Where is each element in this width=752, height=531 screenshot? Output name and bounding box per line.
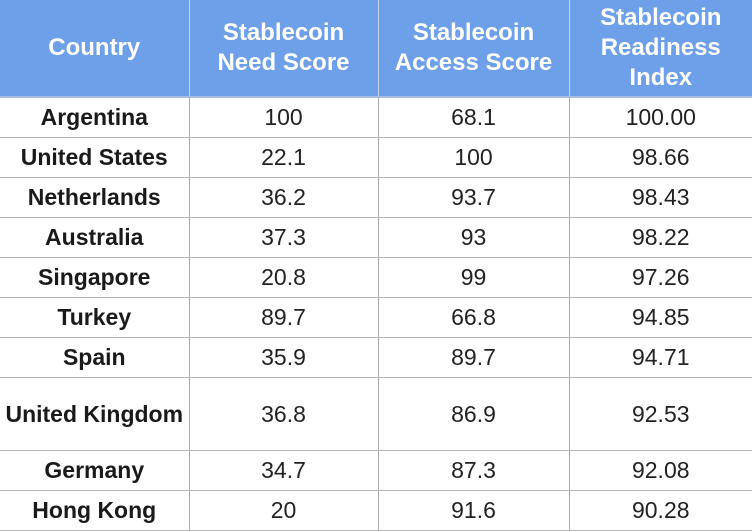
table-row: Singapore 20.8 99 97.26: [0, 257, 752, 298]
country-cell: Turkey: [0, 297, 190, 338]
readiness-index-cell: 98.66: [569, 137, 752, 178]
access-score-cell: 93.7: [378, 177, 570, 218]
need-score-cell: 36.2: [189, 177, 379, 218]
country-cell: Spain: [0, 337, 190, 378]
country-cell: United Kingdom: [0, 377, 190, 451]
table-row: Spain 35.9 89.7 94.71: [0, 337, 752, 378]
access-score-cell: 86.9: [378, 377, 570, 451]
readiness-index-cell: 94.71: [569, 337, 752, 378]
need-score-cell: 37.3: [189, 217, 379, 258]
header-readiness-index: Stablecoin Readiness Index: [569, 0, 752, 98]
table-row: United States 22.1 100 98.66: [0, 137, 752, 178]
need-score-cell: 89.7: [189, 297, 379, 338]
access-score-cell: 68.1: [378, 97, 570, 138]
need-score-cell: 34.7: [189, 450, 379, 491]
table-body: Argentina 100 68.1 100.00 United States …: [0, 97, 752, 531]
table-row: Hong Kong 20 91.6 90.28: [0, 490, 752, 531]
access-score-cell: 89.7: [378, 337, 570, 378]
access-score-cell: 87.3: [378, 450, 570, 491]
readiness-index-cell: 100.00: [569, 97, 752, 138]
access-score-cell: 100: [378, 137, 570, 178]
readiness-index-cell: 92.08: [569, 450, 752, 491]
table-row: Germany 34.7 87.3 92.08: [0, 450, 752, 491]
need-score-cell: 36.8: [189, 377, 379, 451]
readiness-index-cell: 98.43: [569, 177, 752, 218]
table-header: Country Stablecoin Need Score Stablecoin…: [0, 0, 752, 98]
country-cell: United States: [0, 137, 190, 178]
need-score-cell: 20.8: [189, 257, 379, 298]
need-score-cell: 22.1: [189, 137, 379, 178]
access-score-cell: 93: [378, 217, 570, 258]
access-score-cell: 66.8: [378, 297, 570, 338]
header-row: Country Stablecoin Need Score Stablecoin…: [0, 0, 752, 98]
readiness-index-cell: 92.53: [569, 377, 752, 451]
table-row: Netherlands 36.2 93.7 98.43: [0, 177, 752, 218]
table-row: Australia 37.3 93 98.22: [0, 217, 752, 258]
country-cell: Australia: [0, 217, 190, 258]
need-score-cell: 100: [189, 97, 379, 138]
readiness-index-cell: 94.85: [569, 297, 752, 338]
country-cell: Argentina: [0, 97, 190, 138]
need-score-cell: 35.9: [189, 337, 379, 378]
readiness-index-cell: 98.22: [569, 217, 752, 258]
header-access-score: Stablecoin Access Score: [378, 0, 570, 98]
header-country: Country: [0, 0, 190, 98]
header-need-score: Stablecoin Need Score: [189, 0, 379, 98]
country-cell: Netherlands: [0, 177, 190, 218]
country-cell: Hong Kong: [0, 490, 190, 531]
table-row: United Kingdom 36.8 86.9 92.53: [0, 377, 752, 451]
need-score-cell: 20: [189, 490, 379, 531]
table-row: Turkey 89.7 66.8 94.85: [0, 297, 752, 338]
country-cell: Germany: [0, 450, 190, 491]
country-cell: Singapore: [0, 257, 190, 298]
readiness-index-cell: 90.28: [569, 490, 752, 531]
readiness-index-cell: 97.26: [569, 257, 752, 298]
access-score-cell: 91.6: [378, 490, 570, 531]
access-score-cell: 99: [378, 257, 570, 298]
table-row: Argentina 100 68.1 100.00: [0, 97, 752, 138]
